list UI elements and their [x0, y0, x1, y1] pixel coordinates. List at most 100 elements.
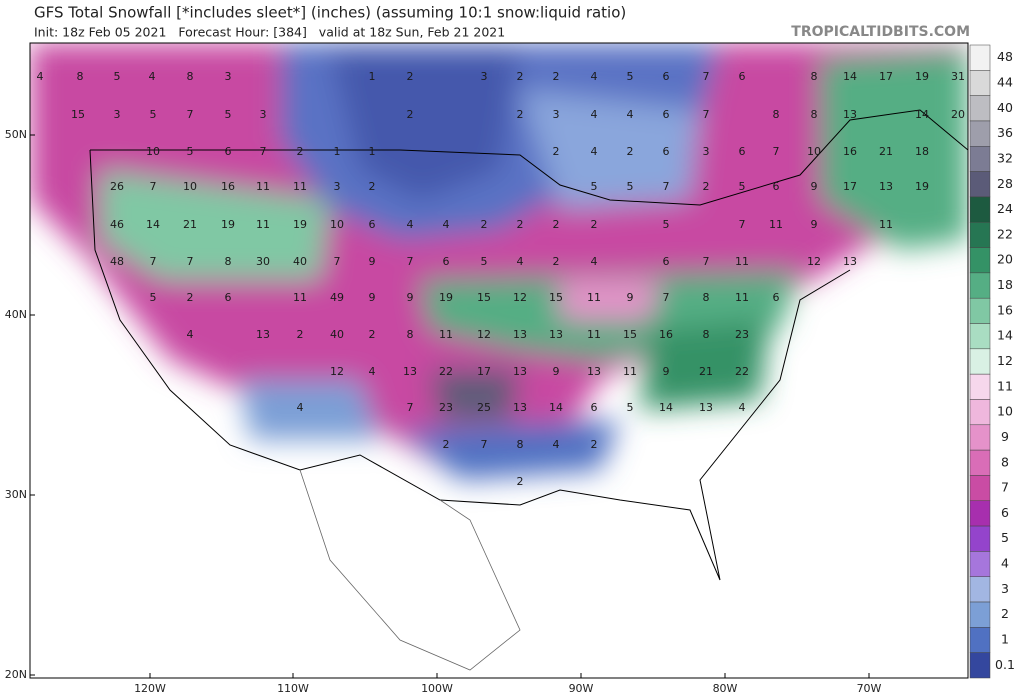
snow-total: 14	[659, 401, 673, 414]
snow-total: 2	[517, 475, 524, 488]
snow-total: 15	[71, 108, 85, 121]
snow-total: 5	[114, 70, 121, 83]
snow-total: 25	[477, 401, 491, 414]
title: GFS Total Snowfall [*includes sleet*] (i…	[34, 4, 626, 22]
snow-total: 4	[591, 108, 598, 121]
snow-total: 17	[879, 70, 893, 83]
snow-total: 2	[517, 218, 524, 231]
snow-total: 5	[663, 218, 670, 231]
snow-total: 2	[481, 218, 488, 231]
snow-total: 2	[553, 218, 560, 231]
snow-total: 11	[587, 291, 601, 304]
snow-total: 2	[297, 145, 304, 158]
colorbar-swatch	[969, 348, 991, 375]
subtitle: Init: 18z Feb 05 2021 Forecast Hour: [38…	[34, 25, 505, 40]
snow-total: 5	[591, 180, 598, 193]
colorbar-swatch	[969, 551, 991, 577]
snow-total: 3	[481, 70, 488, 83]
snow-total: 4	[149, 70, 156, 83]
snow-total: 49	[330, 291, 344, 304]
lat-label: 20N	[5, 668, 27, 681]
snow-total: 2	[627, 145, 634, 158]
brand: TROPICALTIDBITS.COM	[791, 24, 970, 40]
snow-total: 19	[915, 180, 929, 193]
snow-total: 1	[369, 70, 376, 83]
snow-total: 4	[739, 401, 746, 414]
snow-total: 2	[517, 108, 524, 121]
snow-total: 13	[549, 328, 563, 341]
colorbar-swatch	[969, 424, 991, 451]
snow-total: 6	[663, 145, 670, 158]
colorbar-swatch	[969, 500, 991, 527]
snow-total: 13	[587, 365, 601, 378]
colorbar-label: 2	[1001, 606, 1009, 621]
snow-total: 2	[369, 180, 376, 193]
snow-total: 22	[439, 365, 453, 378]
snow-total: 11	[735, 255, 749, 268]
colorbar-swatch	[969, 373, 991, 400]
snow-total: 40	[293, 255, 307, 268]
snow-total: 7	[334, 255, 341, 268]
colorbar-swatch	[969, 247, 991, 274]
snow-total: 11	[769, 218, 783, 231]
snow-total: 4	[627, 108, 634, 121]
snow-total: 8	[703, 291, 710, 304]
snow-total: 14	[549, 401, 563, 414]
snow-total: 13	[403, 365, 417, 378]
colorbar-swatch	[969, 120, 991, 147]
snow-total: 4	[591, 70, 598, 83]
snow-total: 19	[293, 218, 307, 231]
colorbar-label: 20	[997, 252, 1013, 267]
snow-total: 11	[293, 180, 307, 193]
snow-total: 7	[481, 438, 488, 451]
colorbar-label: 36	[997, 125, 1013, 140]
snow-total: 1	[334, 145, 341, 158]
snow-total: 11	[879, 218, 893, 231]
snow-total: 2	[553, 70, 560, 83]
snow-total: 31	[951, 70, 965, 83]
snow-total: 9	[369, 255, 376, 268]
colorbar-label: 11	[997, 378, 1013, 393]
snow-total: 16	[659, 328, 673, 341]
snow-total: 14	[146, 218, 160, 231]
snow-total: 12	[477, 328, 491, 341]
snow-total: 5	[187, 145, 194, 158]
snow-total: 13	[843, 255, 857, 268]
snow-total: 13	[879, 180, 893, 193]
lat-label: 30N	[5, 488, 27, 501]
snow-total: 19	[439, 291, 453, 304]
snow-total: 9	[811, 180, 818, 193]
colorbar-swatch	[969, 601, 991, 628]
snow-total: 13	[513, 328, 527, 341]
snow-total: 5	[739, 180, 746, 193]
snow-total: 7	[703, 255, 710, 268]
snow-total: 13	[256, 328, 270, 341]
snow-total: 14	[915, 108, 929, 121]
snow-total: 17	[477, 365, 491, 378]
snow-total: 12	[513, 291, 527, 304]
snow-total: 4	[37, 70, 44, 83]
colorbar-label: 10	[997, 404, 1013, 419]
snow-total: 5	[481, 255, 488, 268]
snow-total: 2	[443, 438, 450, 451]
colorbar-label: 28	[997, 176, 1013, 191]
colorbar-label: 1	[1001, 632, 1009, 647]
snow-total: 46	[110, 218, 124, 231]
lon-label: 90W	[569, 682, 594, 695]
snow-total: 18	[915, 145, 929, 158]
snow-total: 2	[407, 108, 414, 121]
snow-total: 2	[553, 145, 560, 158]
colorbar-label: 6	[1001, 505, 1009, 520]
snow-total: 10	[183, 180, 197, 193]
snow-total: 8	[225, 255, 232, 268]
snow-total: 7	[773, 145, 780, 158]
snow-total: 11	[587, 328, 601, 341]
snow-total: 7	[187, 255, 194, 268]
colorbar-swatch	[969, 576, 991, 603]
snow-total: 5	[627, 70, 634, 83]
colorbar-label: 9	[1001, 429, 1009, 444]
snow-total: 19	[915, 70, 929, 83]
snow-total: 6	[663, 70, 670, 83]
